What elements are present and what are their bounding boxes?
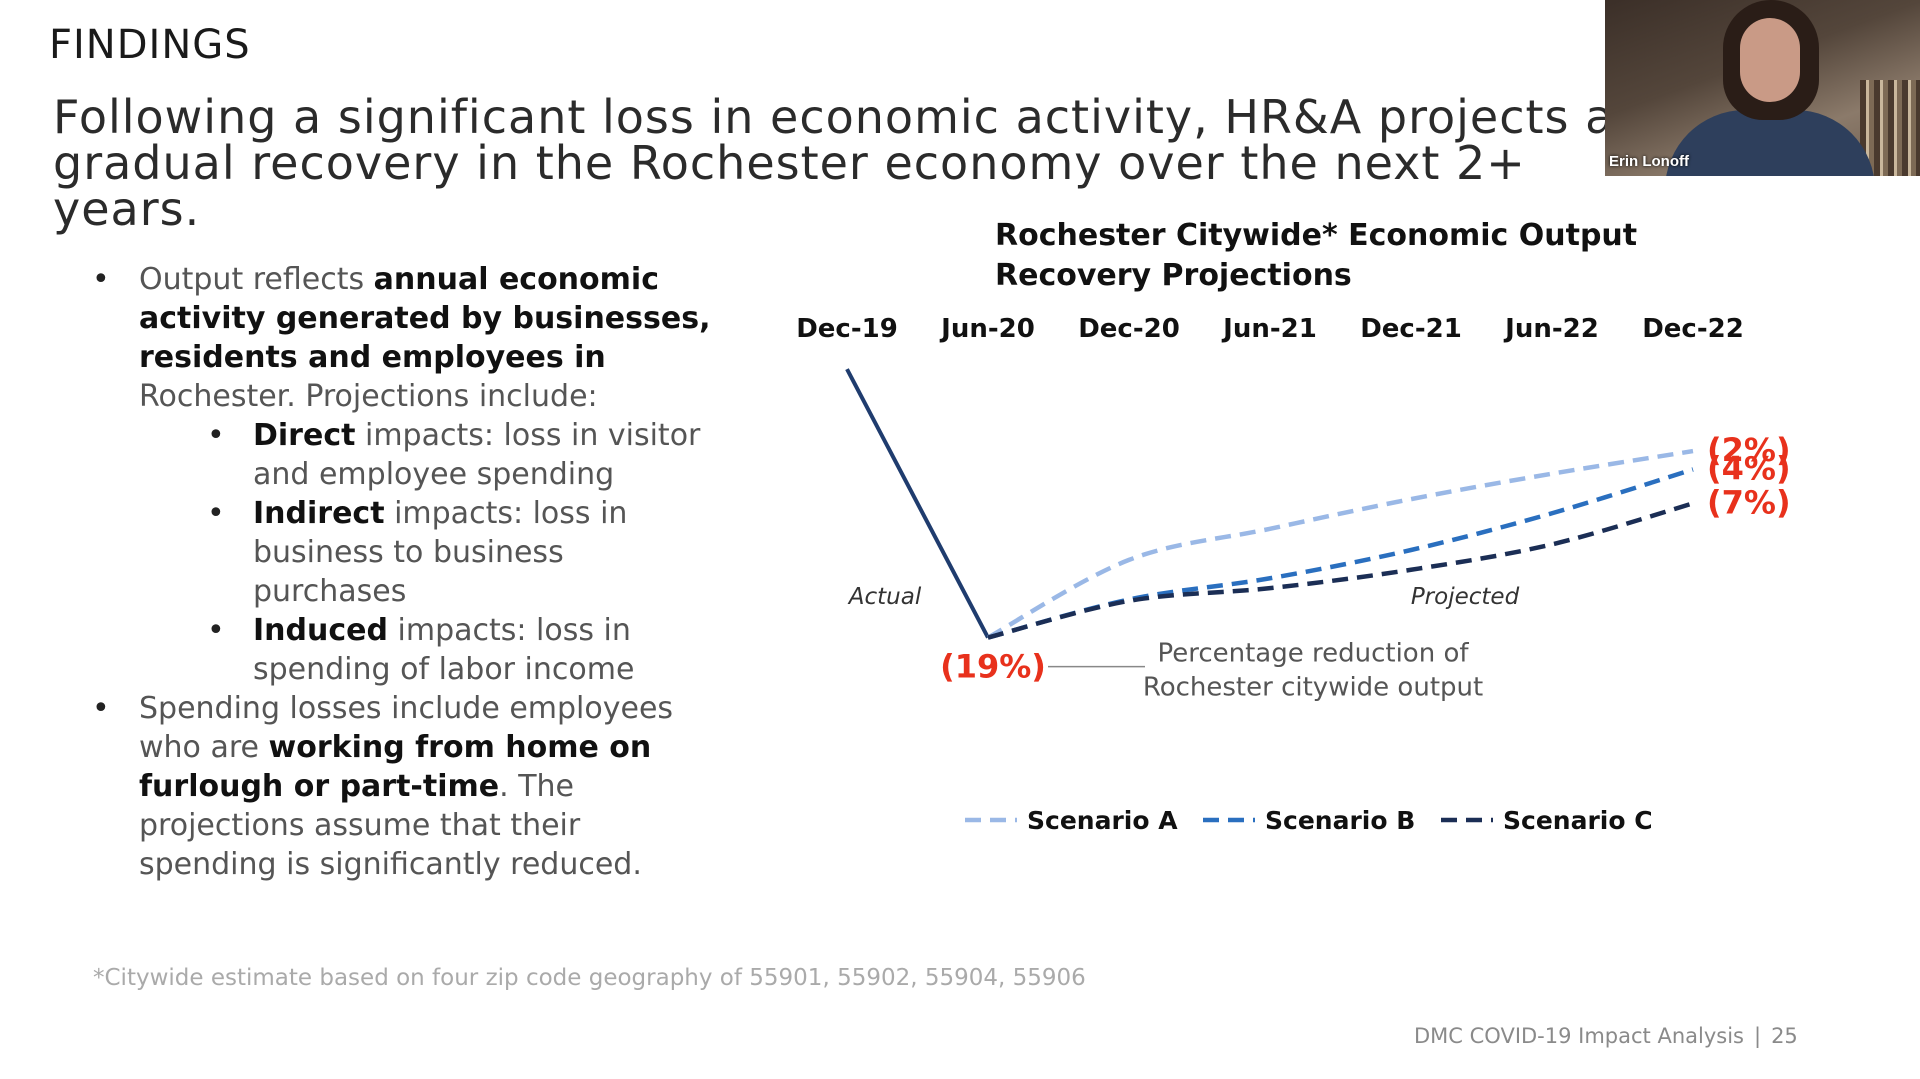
page-number: 25	[1771, 1024, 1798, 1048]
x-tick-label: Jun-22	[1503, 314, 1599, 344]
scenario-end-label: (4%)	[1707, 449, 1791, 487]
actual-label: Actual	[847, 584, 922, 610]
scenario-line	[986, 448, 1694, 640]
trough-annotation: Percentage reduction of	[1157, 639, 1469, 669]
participant-name-label: Erin Lonoff	[1609, 153, 1689, 170]
slide-headline: Following a significant loss in economic…	[53, 90, 1615, 236]
x-tick-label: Dec-22	[1642, 314, 1744, 344]
recovery-projection-chart: Dec-19 Jun-20 Dec-20 Jun-21 Dec-21 Jun-22 Dec-…	[796, 314, 1791, 835]
bullet-direct: Direct impacts: loss in visitor and empl…	[139, 416, 712, 494]
bullet-indirect: Indirect impacts: loss in business to bu…	[139, 494, 712, 611]
trough-label: (19%)	[940, 648, 1046, 686]
legend-label: Scenario C	[1503, 806, 1653, 835]
x-tick-label: Dec-20	[1078, 314, 1180, 344]
legend-label: Scenario B	[1265, 806, 1415, 835]
x-tick-label: Jun-20	[939, 314, 1035, 344]
slide-footer: DMC COVID-19 Impact Analysis | 25	[1414, 1024, 1798, 1048]
x-tick-label: Dec-21	[1360, 314, 1462, 344]
bullet-spending-losses: Spending losses include employees who ar…	[92, 689, 712, 884]
scenario-end-label: (7%)	[1707, 483, 1791, 521]
bookshelf-background	[1860, 80, 1920, 176]
scenario-line	[987, 501, 1694, 640]
section-label: FINDINGS	[49, 22, 251, 68]
participant-face	[1740, 18, 1800, 102]
bullet-induced: Induced impacts: loss in spending of lab…	[139, 611, 712, 689]
findings-bullets: Output reflects annual economic activity…	[92, 260, 712, 884]
trough-annotation: Rochester citywide output	[1143, 673, 1483, 703]
bullet-output: Output reflects annual economic activity…	[92, 260, 712, 689]
scenario-line	[987, 467, 1694, 640]
projected-label: Projected	[1411, 584, 1520, 610]
chart-title: Rochester Citywide* Economic Output Reco…	[995, 218, 1638, 293]
x-tick-label: Dec-19	[796, 314, 898, 344]
footer-text: DMC COVID-19 Impact Analysis	[1414, 1024, 1744, 1048]
legend-label: Scenario A	[1027, 806, 1178, 835]
footnote: *Citywide estimate based on four zip cod…	[93, 965, 1086, 991]
scenario-end-label: (2%)	[1707, 431, 1791, 469]
webcam-video-tile[interactable]: Erin Lonoff	[1605, 0, 1920, 176]
actual-line	[845, 368, 990, 639]
x-tick-label: Jun-21	[1221, 314, 1317, 344]
footer-separator: |	[1753, 1024, 1762, 1048]
